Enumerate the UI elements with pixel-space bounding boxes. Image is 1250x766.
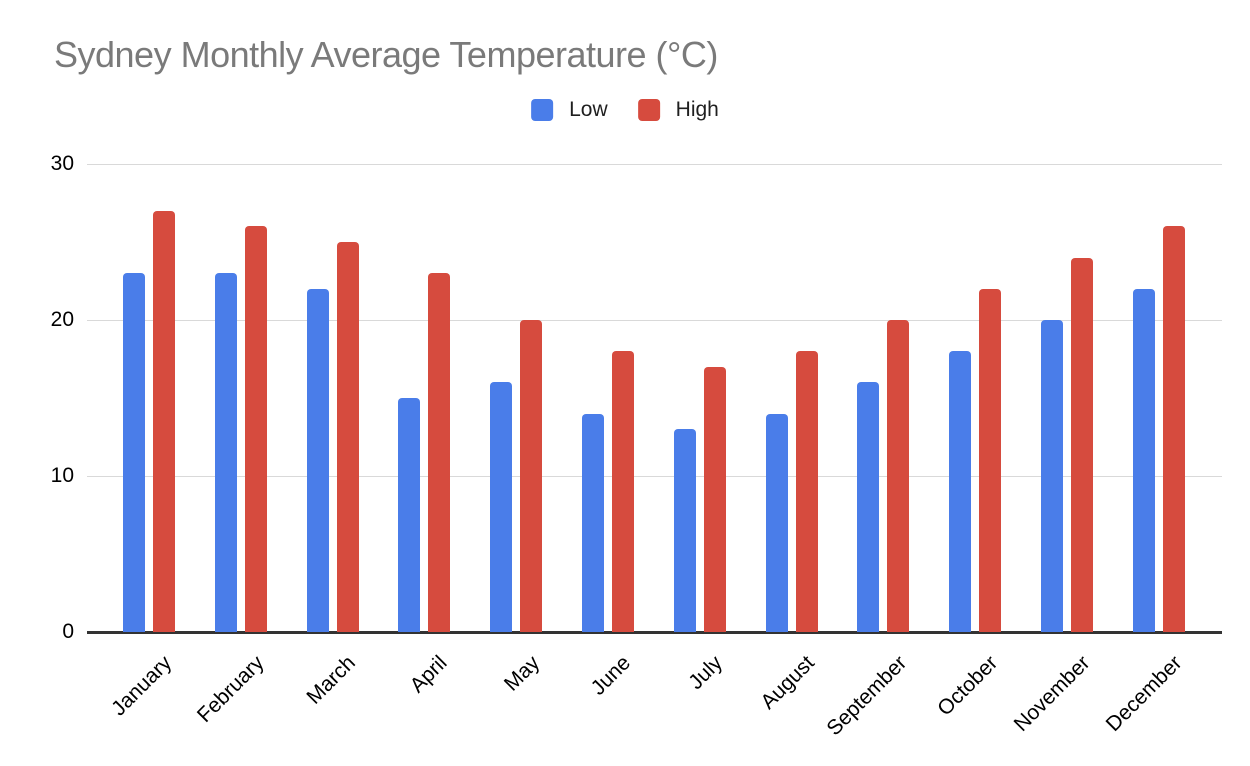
y-tick-label: 20	[50, 308, 74, 331]
legend-item-high[interactable]: High	[637, 98, 719, 121]
bar-high-november[interactable]	[1071, 257, 1093, 632]
bar-high-january[interactable]	[153, 210, 175, 632]
bar-high-july[interactable]	[703, 366, 726, 632]
y-tick-label: 30	[50, 152, 74, 175]
x-tick-label-december: December	[1101, 651, 1187, 737]
x-tick-anchor: December	[871, 651, 1187, 736]
bar-high-june[interactable]	[612, 351, 634, 632]
bar-low-november[interactable]	[1041, 320, 1063, 632]
bar-low-march[interactable]	[306, 288, 329, 632]
legend-label: Low	[569, 98, 608, 121]
bar-low-january[interactable]	[123, 273, 145, 632]
legend-label: High	[675, 98, 719, 121]
y-tick-label: 0	[62, 620, 74, 643]
gridline-30	[87, 164, 1222, 165]
chart-title: Sydney Monthly Average Temperature (°C)	[54, 34, 718, 75]
bar-low-july[interactable]	[673, 429, 696, 632]
bar-high-may[interactable]	[520, 320, 543, 632]
bar-high-september[interactable]	[887, 320, 910, 632]
bar-low-september[interactable]	[857, 382, 880, 632]
chart-legend: Low High	[531, 99, 719, 121]
bar-high-march[interactable]	[336, 242, 359, 632]
bar-high-october[interactable]	[979, 288, 1002, 632]
legend-swatch-low	[531, 99, 554, 121]
legend-swatch-high	[637, 99, 660, 121]
y-tick-label: 10	[50, 464, 74, 487]
bar-low-december[interactable]	[1132, 288, 1155, 632]
x-axis-line	[87, 631, 1222, 634]
bar-high-april[interactable]	[428, 273, 451, 632]
gridline-10	[87, 476, 1222, 477]
bar-low-august[interactable]	[765, 413, 788, 632]
bar-high-december[interactable]	[1162, 226, 1185, 632]
legend-item-low[interactable]: Low	[531, 99, 608, 121]
bar-high-february[interactable]	[244, 226, 267, 632]
bar-low-october[interactable]	[949, 351, 972, 632]
gridline-20	[87, 320, 1222, 321]
bar-high-august[interactable]	[795, 351, 818, 632]
bar-low-february[interactable]	[214, 273, 237, 632]
bar-low-april[interactable]	[398, 398, 421, 632]
bar-low-may[interactable]	[490, 382, 513, 632]
bar-low-june[interactable]	[582, 413, 604, 632]
